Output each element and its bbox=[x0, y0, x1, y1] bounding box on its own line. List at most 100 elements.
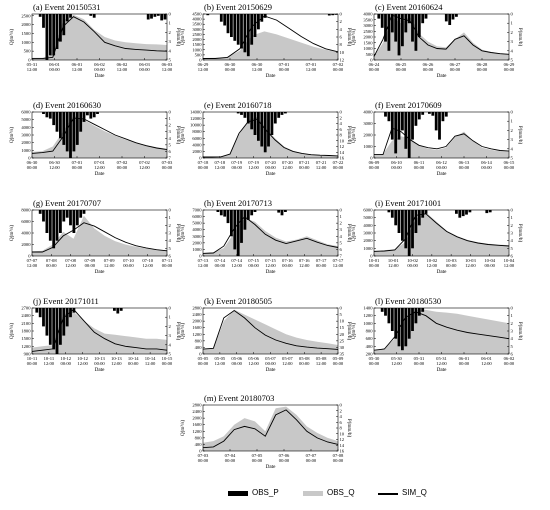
obs-p-bar bbox=[390, 112, 394, 140]
x-tick-label: 00:00 bbox=[198, 361, 209, 366]
p-tick-label: 5 bbox=[169, 352, 172, 357]
y-tick-label: 1500 bbox=[192, 42, 202, 47]
obs-p-bar bbox=[233, 14, 237, 41]
y-tick-label: 1000 bbox=[21, 40, 31, 45]
x-tick-label: 06-10 bbox=[391, 160, 402, 165]
x-tick-label: 07-08 bbox=[65, 258, 76, 263]
p-tick-label: 30 bbox=[340, 345, 345, 350]
x-axis-label-a: Date bbox=[95, 73, 105, 79]
legend-item-obs-q: OBS_Q bbox=[303, 487, 363, 501]
x-tick-label: 06-15 bbox=[504, 160, 515, 165]
x-tick-label: 07-03 bbox=[162, 160, 173, 165]
y-tick-label: 1000 bbox=[192, 247, 202, 252]
obs-p-bar bbox=[92, 112, 96, 118]
p-tick-label: 6 bbox=[169, 149, 172, 154]
y-tick-label: 12000 bbox=[190, 116, 202, 121]
x-tick-label: 12:00 bbox=[77, 361, 88, 366]
x-tick-label: 05-08 bbox=[299, 356, 310, 361]
x-tick-label: 10-13 bbox=[94, 356, 105, 361]
p-tick-label: 0 bbox=[511, 12, 514, 17]
x-tick-label: 12:00 bbox=[316, 165, 327, 170]
x-tick-label: 12:00 bbox=[198, 67, 209, 72]
x-tick-label: 06-29 bbox=[198, 62, 209, 67]
y-tick-label: 1800 bbox=[21, 329, 31, 334]
y-tick-label: 1200 bbox=[192, 429, 202, 434]
obs-p-bar bbox=[69, 308, 72, 318]
obs-p-bar bbox=[387, 210, 391, 213]
x-tick-label: 00:00 bbox=[72, 165, 83, 170]
obs-p-bar bbox=[411, 14, 414, 42]
y-tick-label: 0 bbox=[370, 156, 373, 161]
x-tick-label: 10-01 bbox=[388, 258, 399, 263]
x-tick-label: 12:00 bbox=[232, 263, 243, 268]
x-tick-label: 07-22 bbox=[333, 160, 344, 165]
p-tick-label: 4 bbox=[511, 146, 514, 151]
x-tick-label: 00:00 bbox=[162, 165, 173, 170]
x-axis-label-d: Date bbox=[95, 171, 105, 177]
obs-p-bar bbox=[65, 210, 69, 218]
x-tick-label: 00:00 bbox=[225, 458, 236, 463]
obs-p-bar bbox=[52, 210, 56, 249]
x-tick-label: 10-03 bbox=[446, 258, 457, 263]
p-tick-label: 2 bbox=[169, 324, 172, 329]
x-tick-label: 00:00 bbox=[128, 361, 139, 366]
x-tick-label: 06-03 bbox=[162, 62, 173, 67]
x-tick-label: 00:00 bbox=[369, 361, 380, 366]
x-tick-label: 07-16 bbox=[299, 258, 310, 263]
obs-p-bar bbox=[72, 210, 76, 233]
y-tick-label: 4000 bbox=[363, 223, 373, 228]
obs-p-bar bbox=[253, 210, 257, 212]
y-tick-label: 2400 bbox=[192, 409, 202, 414]
p-tick-label: 5 bbox=[169, 246, 172, 251]
obs-p-bar bbox=[411, 210, 414, 249]
p-tick-label: 16 bbox=[340, 156, 345, 161]
x-tick-label: 07-06 bbox=[279, 453, 290, 458]
obs-p-bar bbox=[401, 210, 404, 241]
x-tick-label: 00:00 bbox=[215, 263, 226, 268]
p-tick-label: 0 bbox=[511, 306, 514, 311]
p-tick-label: 1 bbox=[169, 116, 172, 121]
obs-p-bar bbox=[417, 112, 421, 120]
x-tick-label: 05-06 bbox=[231, 356, 242, 361]
x-tick-label: 00:00 bbox=[369, 67, 380, 72]
obs-p-bar bbox=[407, 308, 411, 339]
p-tick-label: 10 bbox=[340, 50, 345, 55]
y-tick-label: 2000 bbox=[192, 416, 202, 421]
p-tick-label: 5 bbox=[511, 58, 514, 63]
y-tick-label: 2800 bbox=[192, 403, 202, 408]
panel-title-c: (c) Event 20160624 bbox=[375, 2, 443, 12]
obs-p-bar bbox=[219, 14, 223, 22]
obs-p-bar bbox=[404, 14, 408, 33]
obs-q-area-e bbox=[203, 116, 338, 158]
obs-q-area-m bbox=[203, 406, 338, 451]
p-tick-label: 1 bbox=[340, 214, 343, 219]
y-tick-label: 6000 bbox=[21, 219, 31, 224]
p-tick-label: 15 bbox=[340, 325, 345, 330]
x-tick-label: 00:00 bbox=[198, 165, 209, 170]
obs-p-bar bbox=[246, 112, 250, 124]
p-tick-label: 1 bbox=[511, 313, 514, 318]
x-tick-label: 12:00 bbox=[94, 165, 105, 170]
x-axis-label-j: Date bbox=[95, 367, 105, 373]
y-tick-label: 6000 bbox=[21, 110, 31, 115]
x-tick-label: 05-05 bbox=[215, 356, 226, 361]
obs-p-bar bbox=[79, 112, 83, 132]
y-tick-label: 4000 bbox=[192, 142, 202, 147]
x-tick-label: 12:00 bbox=[44, 361, 55, 366]
x-tick-label: 00:00 bbox=[27, 165, 38, 170]
obs-p-bar bbox=[424, 14, 428, 19]
obs-p-bar bbox=[421, 308, 425, 312]
y-tick-label: 6000 bbox=[192, 214, 202, 219]
y-tick-label: 3000 bbox=[192, 234, 202, 239]
obs-p-bar bbox=[465, 210, 468, 215]
y-tick-label: 2000 bbox=[192, 37, 202, 42]
x-tick-label: 12:00 bbox=[465, 263, 476, 268]
obs-p-bar bbox=[86, 112, 89, 116]
p-tick-label: 2 bbox=[169, 30, 172, 35]
x-tick-label: 10-14 bbox=[145, 356, 156, 361]
